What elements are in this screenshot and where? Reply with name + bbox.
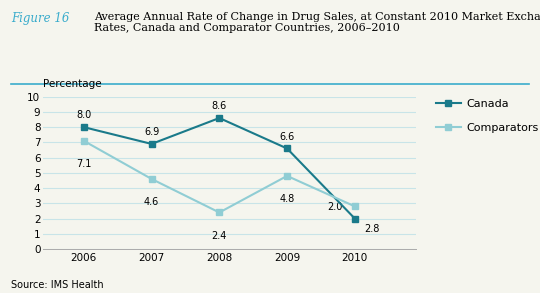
- Text: 2.0: 2.0: [328, 202, 343, 212]
- Text: Figure 16: Figure 16: [11, 12, 69, 25]
- Text: 7.1: 7.1: [76, 159, 92, 169]
- Legend: Canada, Comparators: Canada, Comparators: [436, 99, 538, 132]
- Text: 2.8: 2.8: [364, 224, 379, 234]
- Text: 6.9: 6.9: [144, 127, 159, 137]
- Text: 4.8: 4.8: [280, 194, 295, 204]
- Text: 6.6: 6.6: [280, 132, 295, 142]
- Text: Average Annual Rate of Change in Drug Sales, at Constant 2010 Market Exchange
Ra: Average Annual Rate of Change in Drug Sa…: [94, 12, 540, 33]
- Text: 8.6: 8.6: [212, 101, 227, 111]
- Text: 2.4: 2.4: [212, 231, 227, 241]
- Text: 4.6: 4.6: [144, 197, 159, 207]
- Text: Percentage: Percentage: [43, 79, 102, 89]
- Text: 8.0: 8.0: [76, 110, 91, 120]
- Text: Source: IMS Health: Source: IMS Health: [11, 280, 104, 290]
